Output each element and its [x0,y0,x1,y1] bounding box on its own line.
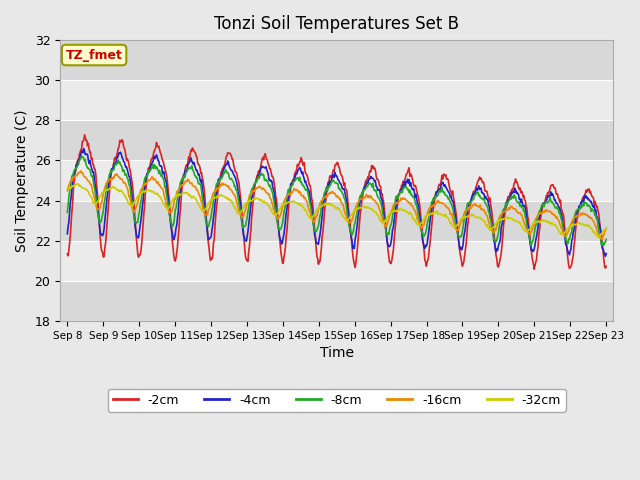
X-axis label: Time: Time [320,346,354,360]
Bar [60,240,613,281]
Y-axis label: Soil Temperature (C): Soil Temperature (C) [15,109,29,252]
Bar [60,201,613,240]
Bar [60,120,613,160]
Bar [60,80,613,120]
Legend: -2cm, -4cm, -8cm, -16cm, -32cm: -2cm, -4cm, -8cm, -16cm, -32cm [108,389,566,412]
Title: Tonzi Soil Temperatures Set B: Tonzi Soil Temperatures Set B [214,15,460,33]
Bar [60,160,613,201]
Bar [60,281,613,321]
Bar [60,40,613,80]
Text: TZ_fmet: TZ_fmet [66,48,123,61]
